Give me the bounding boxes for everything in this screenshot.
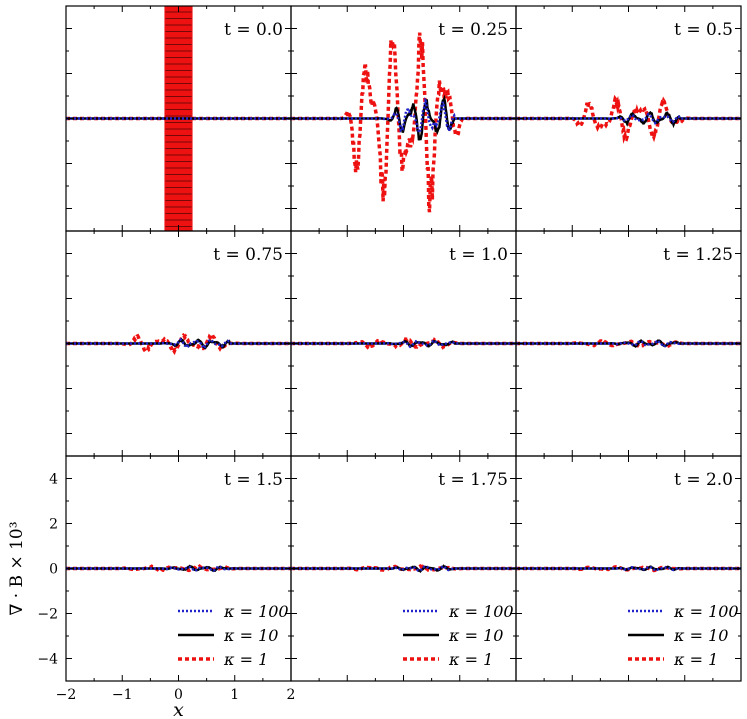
panel-7: t = 1.5 κ = 100 κ = 10 κ = 1 — [65, 455, 292, 682]
panel-8: t = 1.75 κ = 100 κ = 10 κ = 1 — [290, 455, 517, 682]
panel-title: t = 1.25 — [663, 245, 733, 265]
axis-labels: −2 −1 0 1 2 −4 −2 0 2 4 x ∇ · B × 10³ — [7, 472, 295, 719]
x-tick-label: 2 — [287, 687, 296, 703]
series-k100-line — [516, 338, 741, 349]
panel-title: t = 0.25 — [438, 20, 508, 40]
y-tick-label: 2 — [49, 517, 58, 533]
legend-label: κ = 10 — [223, 626, 278, 645]
legend-label: κ = 100 — [448, 602, 514, 621]
series-k100-line — [291, 564, 516, 572]
legend-label: κ = 1 — [673, 650, 718, 669]
panel-5: t = 1.0 — [290, 230, 517, 457]
panel-title: t = 1.5 — [224, 470, 283, 490]
series-k100-line — [516, 112, 741, 126]
series-k100-line — [516, 565, 741, 572]
panel-title: t = 0.5 — [674, 20, 733, 40]
y-axis-label: ∇ · B × 10³ — [7, 521, 27, 615]
panel-title: t = 1.0 — [449, 245, 508, 265]
series-k1-line — [291, 32, 516, 213]
panel-3: t = 0.5 — [515, 5, 742, 232]
x-tick-label: 1 — [230, 687, 239, 703]
panel-1: t = 0.0 — [65, 5, 292, 232]
panel-title: t = 0.75 — [213, 245, 283, 265]
legend-label: κ = 10 — [673, 626, 728, 645]
y-tick-label: −2 — [37, 607, 58, 623]
y-tick-label: 0 — [49, 562, 58, 578]
panel-grid: t = 0.0 t = 0.25 t = 0.5 t = 0.75 t = 1.0 t =… — [65, 5, 742, 682]
series-k100-line — [291, 338, 516, 349]
panel-title: t = 1.75 — [438, 470, 508, 490]
y-tick-label: 4 — [49, 472, 58, 488]
x-axis-label: x — [173, 699, 184, 719]
panel-title: t = 2.0 — [674, 470, 733, 490]
legend-label: κ = 10 — [448, 626, 503, 645]
series-k100-line — [66, 565, 291, 573]
panel-title: t = 0.0 — [224, 20, 283, 40]
x-tick-label: 0 — [174, 687, 183, 703]
panel-6: t = 1.25 — [515, 230, 742, 457]
legend-label: κ = 1 — [448, 650, 493, 669]
x-tick-label: −1 — [112, 687, 133, 703]
y-tick-label: −4 — [37, 652, 58, 668]
legend-label: κ = 100 — [673, 602, 739, 621]
series-k100-line — [66, 337, 291, 351]
x-tick-label: −2 — [56, 687, 77, 703]
panel-9: t = 2.0 κ = 100 κ = 10 κ = 1 — [515, 455, 742, 682]
panel-4: t = 0.75 — [65, 230, 292, 457]
legend-label: κ = 1 — [223, 650, 268, 669]
series-k100-line — [291, 96, 516, 138]
legend-label: κ = 100 — [223, 602, 289, 621]
panel-2: t = 0.25 — [290, 5, 517, 232]
